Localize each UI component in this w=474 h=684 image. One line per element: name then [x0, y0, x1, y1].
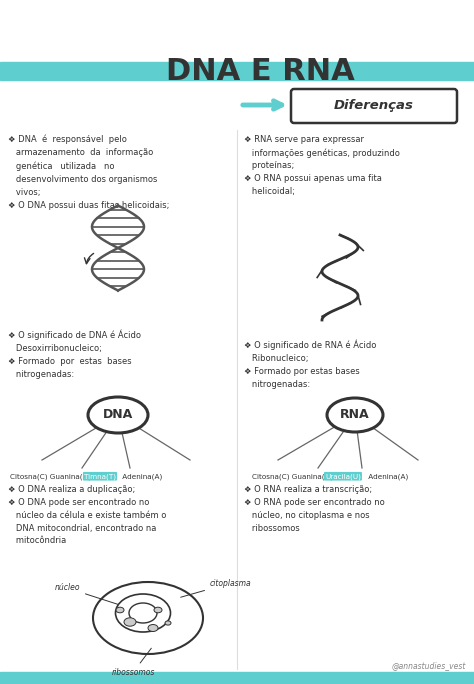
- Ellipse shape: [116, 607, 124, 613]
- Ellipse shape: [165, 621, 171, 625]
- Ellipse shape: [148, 624, 158, 631]
- FancyBboxPatch shape: [291, 89, 457, 123]
- Text: ❖ DNA  é  responsável  pelo
   armazenamento  da  informação
   genética   utili: ❖ DNA é responsável pelo armazenamento d…: [8, 135, 169, 209]
- Text: Adenina(A): Adenina(A): [366, 473, 408, 479]
- Text: Citosna(C) Guanina(G): Citosna(C) Guanina(G): [252, 473, 335, 479]
- Ellipse shape: [124, 618, 136, 626]
- Bar: [0, 62, 474, 80]
- Text: Citosna(C) Guanina(G): Citosna(C) Guanina(G): [10, 473, 93, 479]
- Text: Adenina(A): Adenina(A): [120, 473, 162, 479]
- Text: Diferenças: Diferenças: [334, 99, 414, 112]
- Text: núcleo: núcleo: [55, 583, 120, 605]
- Text: ❖ O significado de RNA é Ácido
   Ribonucleico;
❖ Formado por estas bases
   nit: ❖ O significado de RNA é Ácido Ribonucle…: [244, 340, 376, 389]
- Text: @annastudies_vest: @annastudies_vest: [392, 661, 466, 670]
- Text: ribossomos: ribossomos: [111, 648, 155, 677]
- Text: Timna(T): Timna(T): [84, 473, 116, 479]
- Text: Uracila(U): Uracila(U): [325, 473, 361, 479]
- Text: ❖ O RNA realiza a transcrição;
❖ O RNA pode ser encontrado no
   núcleo, no cito: ❖ O RNA realiza a transcrição; ❖ O RNA p…: [244, 485, 385, 533]
- Ellipse shape: [129, 603, 157, 623]
- Text: RNA: RNA: [340, 408, 370, 421]
- Bar: [0, 672, 474, 684]
- Text: ❖ RNA serve para expressar
   informações genéticas, produzindo
   proteínas;
❖ : ❖ RNA serve para expressar informações g…: [244, 135, 400, 196]
- Text: ❖ O DNA realiza a duplicação;
❖ O DNA pode ser encontrado no
   núcleo da célula: ❖ O DNA realiza a duplicação; ❖ O DNA po…: [8, 485, 166, 545]
- Text: citoplasma: citoplasma: [181, 579, 252, 597]
- Ellipse shape: [154, 607, 162, 613]
- Text: ❖ O significado de DNA é Ácido
   Desoxirribonucleico;
❖ Formado  por  estas  ba: ❖ O significado de DNA é Ácido Desoxirri…: [8, 330, 141, 379]
- Ellipse shape: [88, 397, 148, 433]
- Ellipse shape: [116, 594, 171, 632]
- Text: DNA E RNA: DNA E RNA: [166, 57, 355, 86]
- Ellipse shape: [327, 398, 383, 432]
- Text: DNA: DNA: [103, 408, 133, 421]
- Ellipse shape: [93, 582, 203, 654]
